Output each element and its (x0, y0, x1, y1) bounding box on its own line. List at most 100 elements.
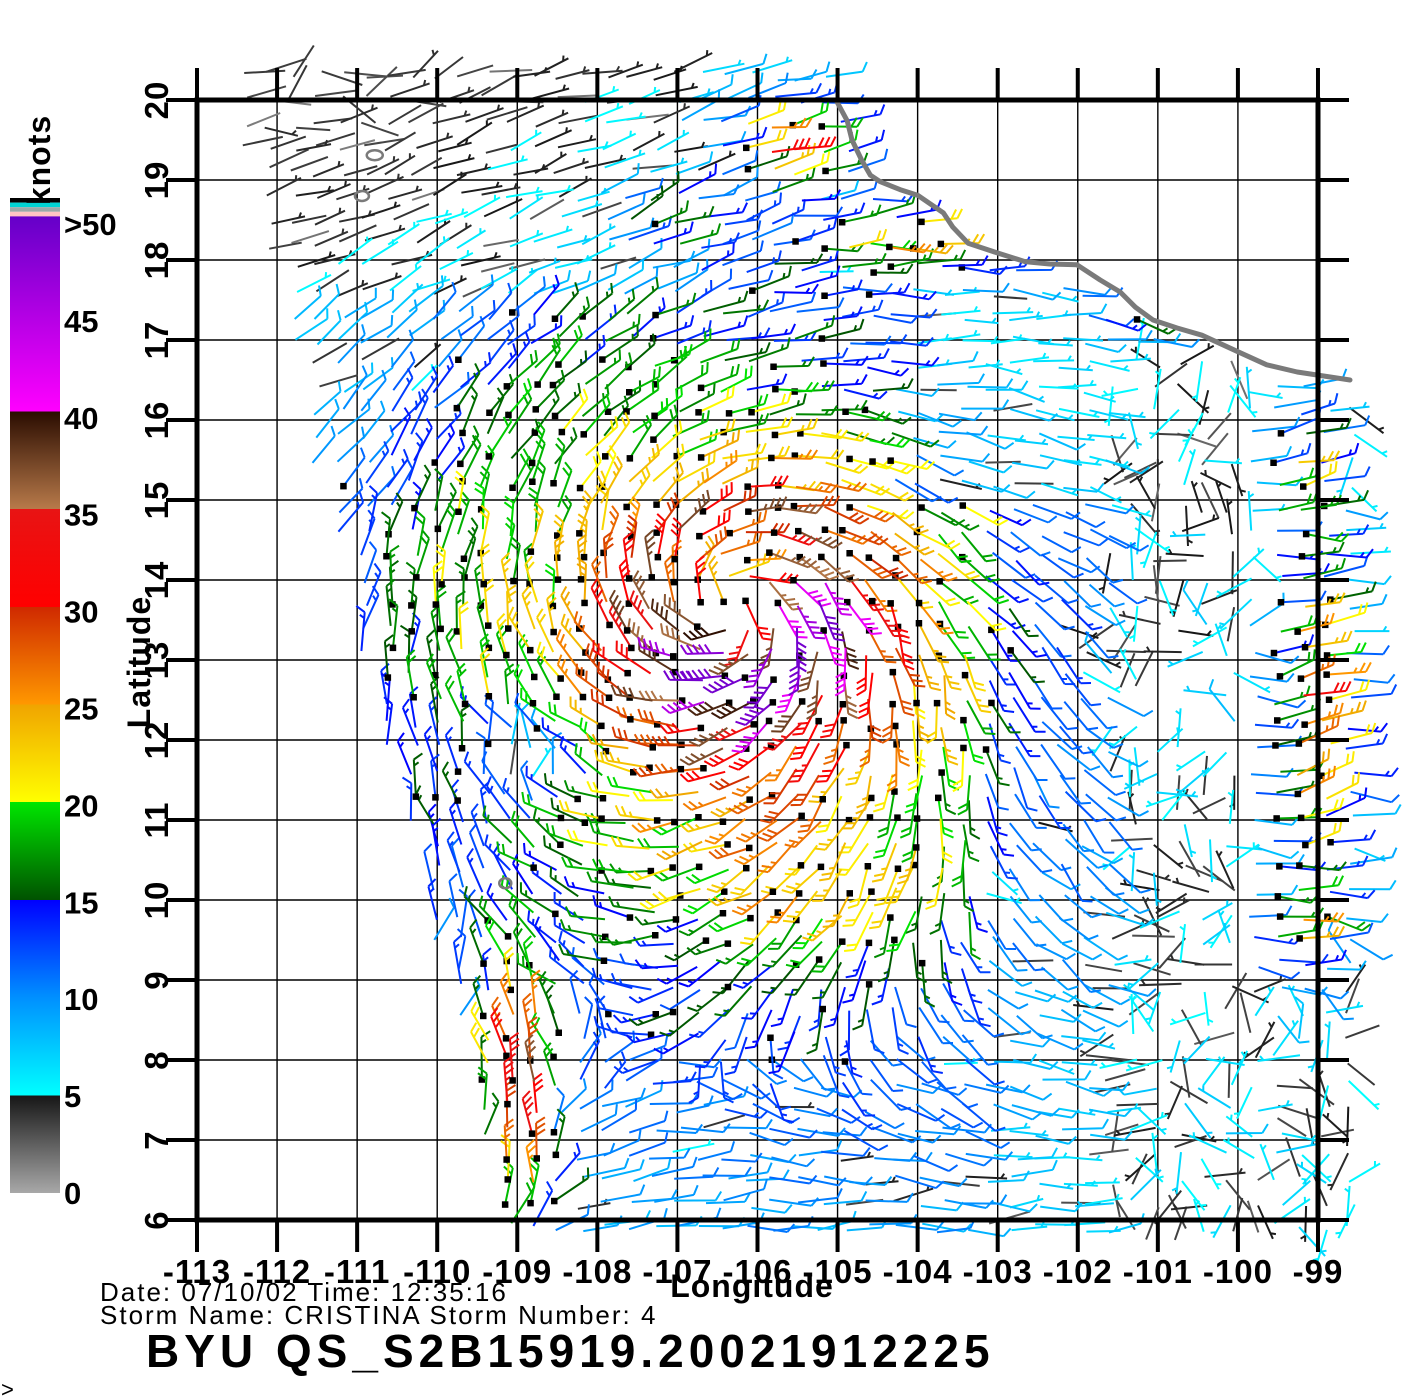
wind-barb (425, 653, 442, 700)
wind-barb (874, 1151, 918, 1162)
wind-barb (1350, 790, 1400, 804)
wind-barb (952, 747, 965, 793)
wind-barb (768, 551, 818, 569)
wind-barb (1277, 1015, 1310, 1044)
wind-barb (287, 64, 308, 100)
wind-barb (1300, 1205, 1308, 1242)
rain-flag-square (839, 527, 846, 534)
wind-barb (1036, 1032, 1084, 1051)
wind-barb (722, 442, 767, 460)
wind-barb (1153, 432, 1194, 437)
wind-barb (554, 254, 593, 269)
wind-barb (1107, 329, 1153, 341)
wind-barb (609, 217, 655, 241)
wind-barb (939, 939, 953, 984)
wind-barb (821, 318, 865, 340)
wind-barb (776, 602, 808, 639)
wind-barb (508, 895, 537, 938)
colorbar-tick-label: 30 (64, 595, 98, 630)
wind-barb (510, 129, 542, 152)
wind-barb (962, 824, 980, 863)
wind-barb (1012, 959, 1054, 963)
x-axis-title: Longitude (670, 1268, 834, 1304)
wind-barb (1041, 553, 1084, 579)
wind-barb (472, 975, 485, 1017)
rain-flag-square (750, 697, 757, 705)
wind-barb (536, 641, 562, 680)
rain-flag-square (726, 529, 733, 537)
wind-barb (1057, 379, 1097, 389)
x-tick-label: -113 (163, 1253, 231, 1290)
wind-barb (649, 1147, 691, 1160)
wind-barb (531, 421, 546, 464)
wind-barb (842, 529, 889, 546)
wind-barb (697, 1141, 736, 1161)
wind-barb (965, 1151, 1014, 1161)
wind-barb (362, 357, 394, 391)
wind-barb (532, 808, 562, 846)
wind-barb (961, 1102, 1006, 1132)
rain-flag-square (772, 385, 779, 393)
wind-barb (1011, 1221, 1048, 1232)
wind-barb (777, 69, 818, 82)
wind-barb (792, 579, 832, 607)
wind-barb (1041, 535, 1082, 554)
wind-barb (509, 738, 517, 775)
coastline (833, 97, 1353, 383)
wind-barb (744, 600, 774, 641)
wind-barb (536, 608, 555, 653)
wind-barb (1177, 428, 1195, 463)
wind-barb (865, 1192, 914, 1203)
rain-flag-square (1302, 841, 1309, 849)
wind-barb (270, 135, 307, 150)
wind-barb (393, 203, 430, 221)
rain-flag-square (743, 864, 750, 872)
rain-flag-square (725, 410, 733, 417)
colorbar-over-stripe (10, 202, 60, 208)
rain-flag-square (893, 741, 900, 748)
wind-barb (555, 629, 582, 674)
wind-barb (729, 509, 768, 535)
wind-barb (763, 722, 803, 751)
wind-barb (433, 423, 456, 464)
wind-barb (456, 662, 467, 705)
wind-barb (822, 1126, 868, 1137)
rain-flag-square (485, 644, 493, 652)
wind-barb (844, 1061, 873, 1096)
wind-barb (557, 461, 573, 508)
wind-barb (650, 598, 680, 632)
wind-barb (644, 529, 656, 578)
wind-barb (602, 750, 650, 769)
wind-barb (638, 690, 683, 702)
rain-flag-square (839, 938, 846, 945)
wind-barb (1349, 593, 1388, 610)
wind-barb (1035, 943, 1076, 961)
wind-barb (480, 266, 518, 290)
rain-flag-square (821, 292, 828, 299)
wind-barb (1012, 942, 1046, 972)
wind-barb (368, 424, 395, 463)
wind-barb (744, 1009, 773, 1050)
wind-barb (1130, 1168, 1162, 1201)
wind-barb (1009, 1085, 1053, 1101)
wind-barb (968, 911, 981, 961)
wind-barb (788, 655, 801, 696)
rain-flag-square (652, 649, 660, 657)
wind-barb (1132, 934, 1175, 938)
rain-flag-square (797, 430, 804, 437)
wind-barb (452, 934, 463, 984)
wind-barb (663, 594, 698, 628)
wind-barb (1104, 1068, 1146, 1082)
rain-flag-square (765, 717, 773, 725)
wind-barb (1085, 727, 1124, 749)
wind-barb (338, 301, 369, 340)
wind-barb (795, 217, 838, 243)
wind-barb (432, 281, 457, 320)
rain-flag-square (625, 575, 633, 582)
rain-flag-square (960, 716, 967, 724)
wind-barb (846, 601, 882, 635)
wind-barb (731, 720, 770, 754)
wind-barb (1353, 433, 1388, 458)
wind-barb (1040, 696, 1078, 731)
wind-barb (797, 651, 819, 693)
